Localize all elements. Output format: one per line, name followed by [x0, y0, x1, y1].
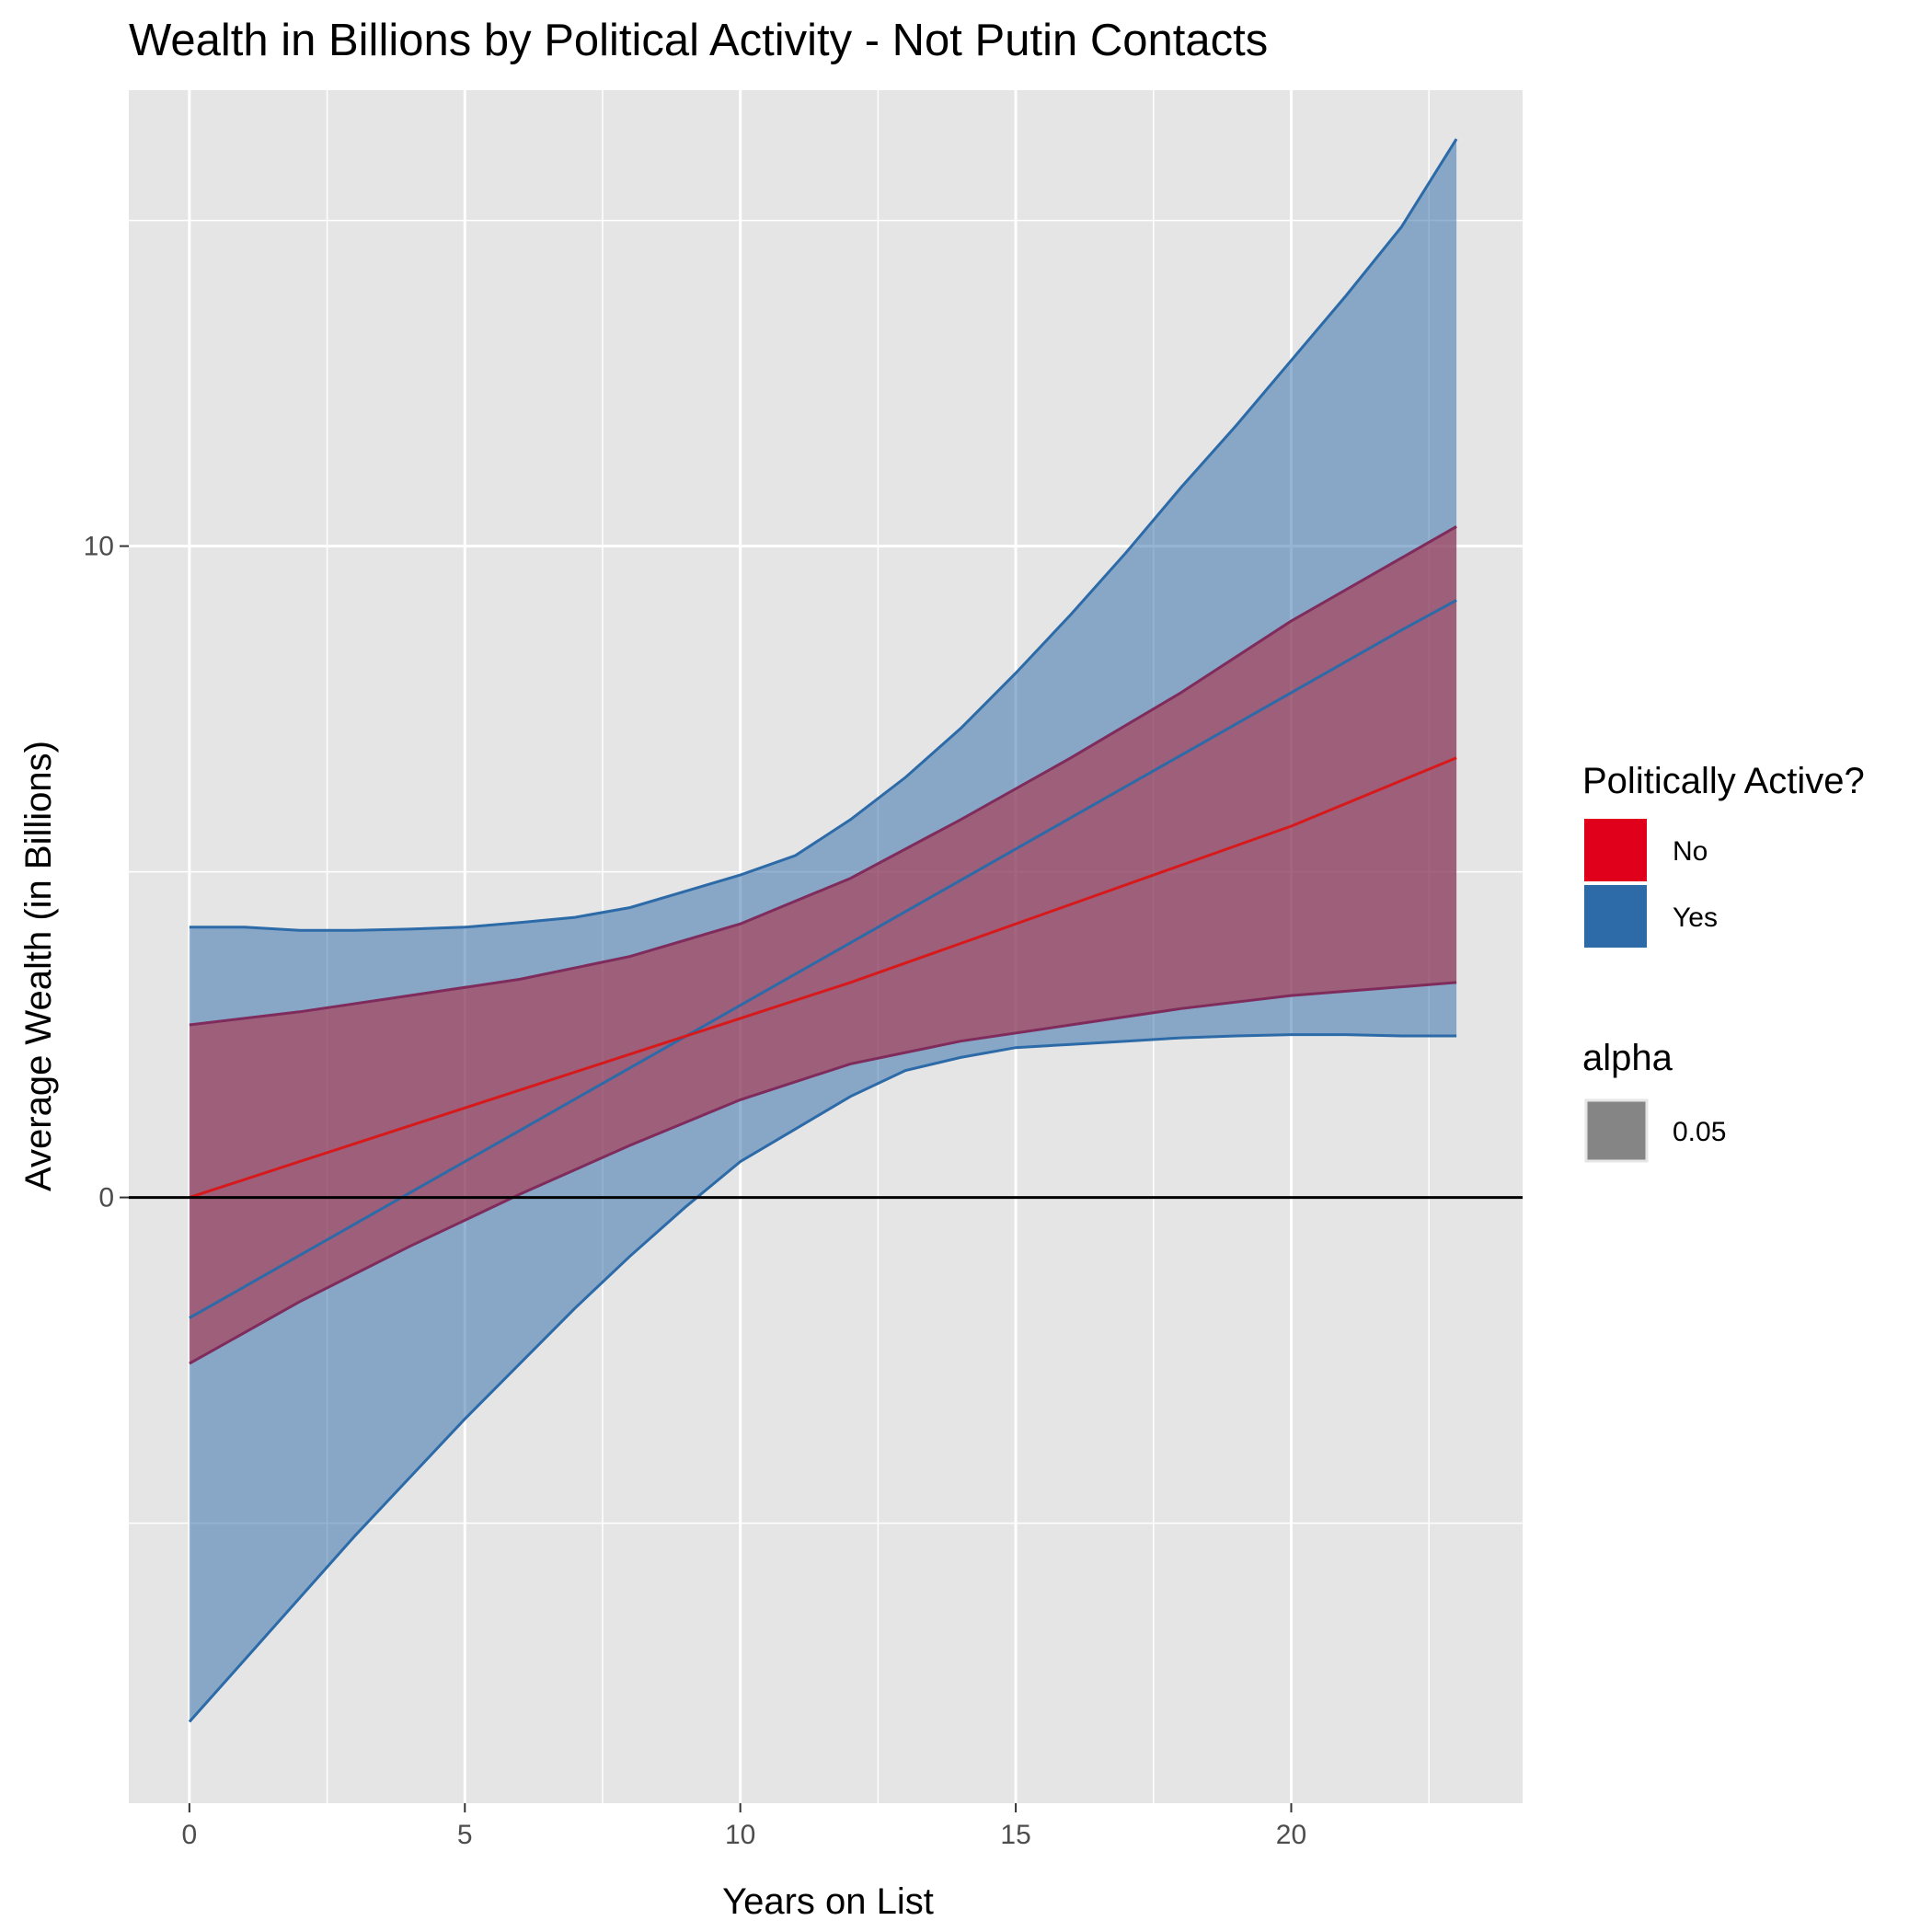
y-axis-ticks: 0 10	[84, 532, 129, 1213]
legend-key-yes	[1584, 885, 1647, 948]
legend-key-alpha	[1584, 1098, 1649, 1163]
x-tick-label: 15	[1000, 1820, 1030, 1850]
series-lines	[188, 138, 1458, 1723]
legend-title-politically-active: Politically Active?	[1582, 761, 1865, 801]
legend-label-alpha: 0.05	[1673, 1117, 1726, 1147]
y-tick-label: 0	[98, 1183, 114, 1213]
chart-title: Wealth in Billions by Political Activity…	[129, 16, 1268, 65]
legend-label-yes: Yes	[1673, 903, 1718, 933]
band-lower-line-no	[189, 981, 1457, 1365]
y-tick-label: 10	[84, 532, 114, 562]
x-tick-label: 5	[457, 1820, 473, 1850]
x-tick-label: 10	[725, 1820, 755, 1850]
band-no	[189, 526, 1457, 1364]
legend-key-no	[1584, 819, 1647, 881]
x-tick-label: 20	[1276, 1820, 1306, 1850]
band-upper-line-yes	[189, 138, 1458, 932]
y-axis-title: Average Wealth (in Billions)	[18, 741, 59, 1191]
x-axis-title: Years on List	[722, 1881, 934, 1922]
x-tick-label: 0	[182, 1820, 198, 1850]
band-lower-line-yes	[188, 1033, 1457, 1723]
band-upper-line-no	[189, 524, 1457, 1027]
x-axis-ticks: 0 5 10 15 20	[182, 1803, 1306, 1850]
legend-label-no: No	[1673, 836, 1708, 867]
legend-title-alpha: alpha	[1582, 1038, 1673, 1078]
confidence-bands	[189, 139, 1457, 1722]
fit-line-no	[189, 756, 1457, 1200]
legend: Politically Active? No Yes alpha 0.05	[1582, 761, 1865, 1163]
